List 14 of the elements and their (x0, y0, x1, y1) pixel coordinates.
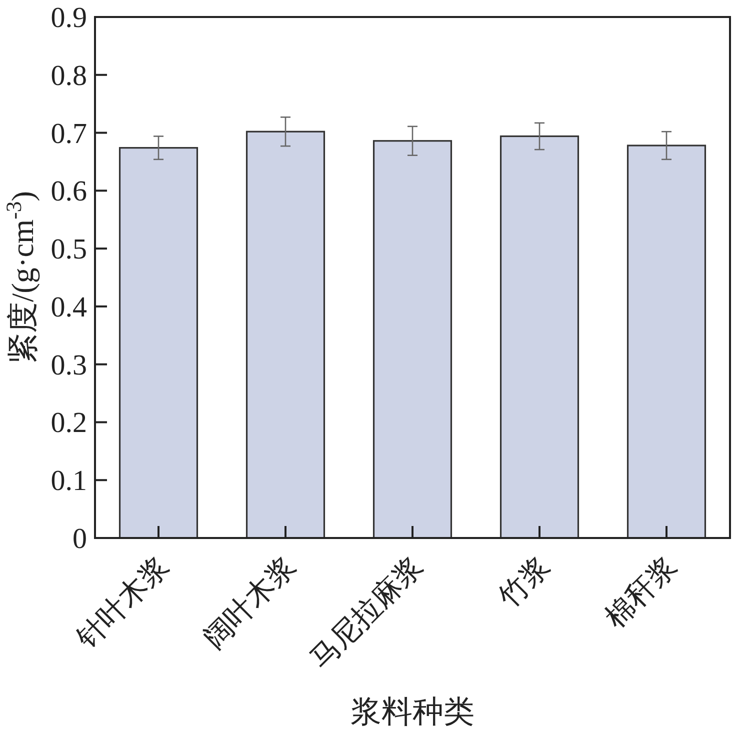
x-tick-label: 竹浆 (492, 550, 556, 614)
y-tick-label: 0.3 (50, 349, 87, 382)
y-tick-label: 0.4 (50, 291, 88, 324)
y-tick-label: 0.7 (50, 118, 87, 150)
x-tick-label: 马尼拉麻浆 (304, 550, 430, 676)
x-tick-label: 阔叶木浆 (198, 550, 302, 655)
y-tick-label: 0.1 (50, 465, 87, 498)
y-tick-label: 0.6 (50, 176, 87, 208)
y-tick-label: 0.2 (50, 407, 87, 440)
x-tick-label: 棉秆浆 (599, 550, 684, 634)
y-tick-label: 0.9 (50, 2, 87, 34)
y-tick-label: 0.5 (50, 234, 87, 266)
x-axis-title: 浆料种类 (350, 694, 474, 729)
y-tick-label: 0.8 (50, 60, 87, 92)
